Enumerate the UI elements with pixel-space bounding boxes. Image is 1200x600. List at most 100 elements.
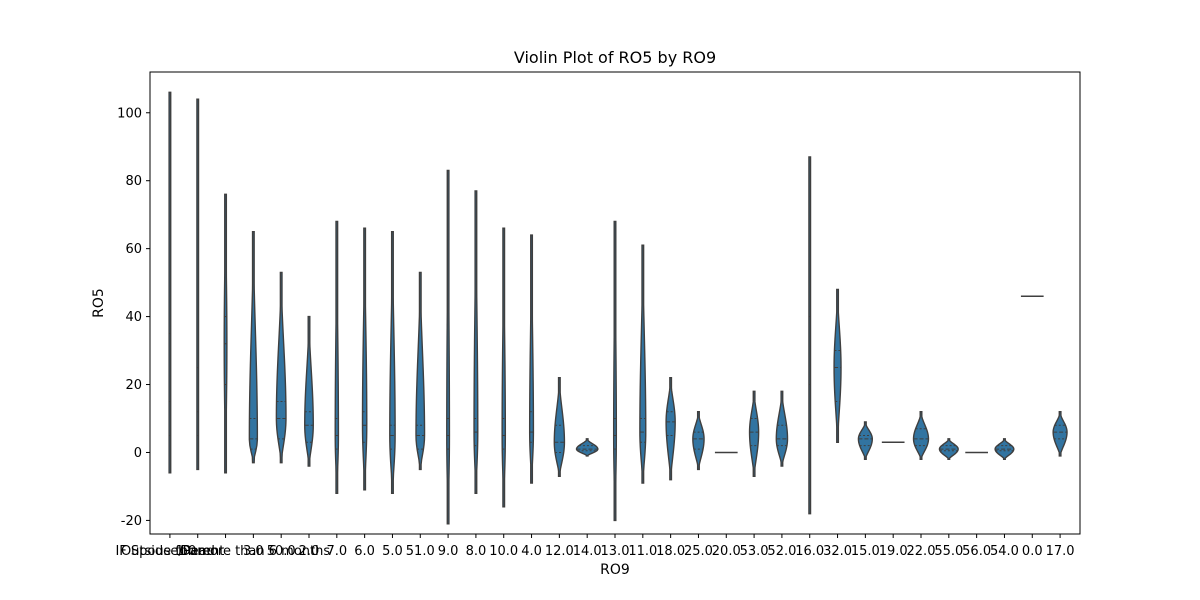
y-tick-label: 100 [117, 106, 142, 121]
y-tick-label: 0 [134, 446, 142, 461]
violin-body [223, 193, 228, 474]
violin-body [857, 421, 874, 460]
violin [196, 98, 200, 471]
x-tick-label: 32.0 [823, 544, 852, 559]
y-tick-label: 40 [125, 310, 142, 325]
x-tick-label: Dead [181, 544, 215, 559]
x-tick-label: 13.0 [601, 544, 630, 559]
x-tick-label: 14.0 [573, 544, 602, 559]
x-tick-label: 25.0 [684, 544, 713, 559]
violin-body [196, 98, 200, 471]
x-tick-label: 10.0 [489, 544, 518, 559]
violin-body [275, 271, 287, 464]
violin [857, 421, 874, 460]
y-axis-title: RO5 [91, 288, 107, 318]
violin [612, 220, 618, 522]
violin [748, 390, 760, 477]
x-tick-label: 17.0 [1046, 544, 1075, 559]
violin-body [501, 227, 507, 508]
violin-body [389, 230, 396, 494]
violin-body [692, 411, 705, 471]
violin-body [553, 377, 566, 477]
x-axis-title: RO9 [600, 562, 630, 578]
x-tick-label: 16.0 [795, 544, 824, 559]
y-tick-label: 60 [125, 242, 142, 257]
violin-body [168, 91, 172, 474]
x-tick-label: 2.0 [299, 544, 320, 559]
violin-body [665, 377, 676, 481]
violin [994, 438, 1015, 460]
violin [304, 315, 314, 467]
violin-body [334, 220, 340, 494]
x-tick-label: 1.0 [176, 544, 197, 559]
x-tick-label: 7.0 [326, 544, 347, 559]
violin-body [833, 288, 842, 443]
x-tick-label: 8.0 [466, 544, 487, 559]
violin-body [361, 227, 368, 491]
x-tick-label: 12.0 [545, 544, 574, 559]
violin-body [446, 169, 451, 525]
violin [501, 227, 507, 508]
violin [553, 377, 566, 477]
violin-body [612, 220, 618, 522]
x-tick-label: 6.0 [354, 544, 375, 559]
violin [223, 193, 228, 474]
y-axis: -20 0 20 40 60 80 100 [117, 106, 150, 529]
violin-body [248, 230, 259, 464]
violin-body [912, 411, 930, 460]
violin [389, 230, 396, 494]
x-tick-label: 9.0 [438, 544, 459, 559]
violin [912, 411, 930, 460]
x-tick-label: 11.0 [628, 544, 657, 559]
chart-title: Violin Plot of RO5 by RO9 [514, 48, 716, 67]
x-tick-label: 5.0 [382, 544, 403, 559]
violin [334, 220, 340, 494]
x-tick-label: IF Spouse/Parent [115, 544, 224, 559]
x-tick-label: 54.0 [990, 544, 1019, 559]
violin [528, 234, 535, 484]
violin [808, 156, 812, 515]
x-tick-label: 53.0 [740, 544, 769, 559]
violin [446, 169, 451, 525]
violin-body [1052, 411, 1068, 457]
violin [692, 411, 705, 471]
x-tick-label: 52.0 [767, 544, 796, 559]
x-tick-label: 15.0 [851, 544, 880, 559]
violin [833, 288, 842, 443]
violin [1052, 411, 1068, 457]
violin-body [639, 244, 647, 484]
violin-body [808, 156, 812, 515]
violin [938, 438, 959, 460]
violin-body [304, 315, 314, 467]
y-tick-label: -20 [121, 514, 142, 529]
violin [248, 230, 259, 464]
violin-body [748, 390, 760, 477]
violin-body [473, 190, 479, 494]
violin [361, 227, 368, 491]
violin [168, 91, 172, 474]
violin-body [415, 271, 426, 471]
violin-body [528, 234, 535, 484]
x-tick-label: 19.0 [879, 544, 908, 559]
x-tick-label: 18.0 [656, 544, 685, 559]
violin-body [575, 438, 599, 457]
x-tick-label: 50.0 [267, 544, 296, 559]
violin [473, 190, 479, 494]
x-tick-label: 56.0 [962, 544, 991, 559]
violin [665, 377, 676, 481]
x-tick-label: Outside for more than 6 months [121, 544, 330, 559]
violin-body [775, 390, 789, 467]
violin [639, 244, 647, 484]
x-tick-label: 4.0 [521, 544, 542, 559]
x-tick-label: 20.0 [712, 544, 741, 559]
plot-area [168, 91, 1068, 525]
violin [415, 271, 426, 471]
x-tick-label: 51.0 [406, 544, 435, 559]
y-tick-label: 20 [125, 378, 142, 393]
x-tick-label: 3.0 [243, 544, 264, 559]
violin [575, 438, 599, 457]
violin [275, 271, 287, 464]
